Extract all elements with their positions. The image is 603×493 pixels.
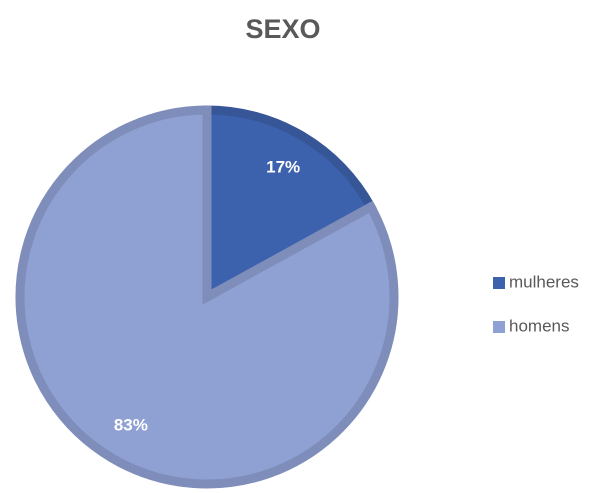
data-label: 83% xyxy=(114,415,148,434)
data-label: 17% xyxy=(266,158,300,177)
chart-title: SEXO xyxy=(245,14,320,44)
legend-label: mulheres xyxy=(509,272,579,291)
pie-slice xyxy=(15,105,399,489)
legend-swatch xyxy=(493,321,505,333)
legend-label: homens xyxy=(509,316,569,335)
legend-swatch xyxy=(493,277,505,289)
pie-slice xyxy=(202,105,377,305)
